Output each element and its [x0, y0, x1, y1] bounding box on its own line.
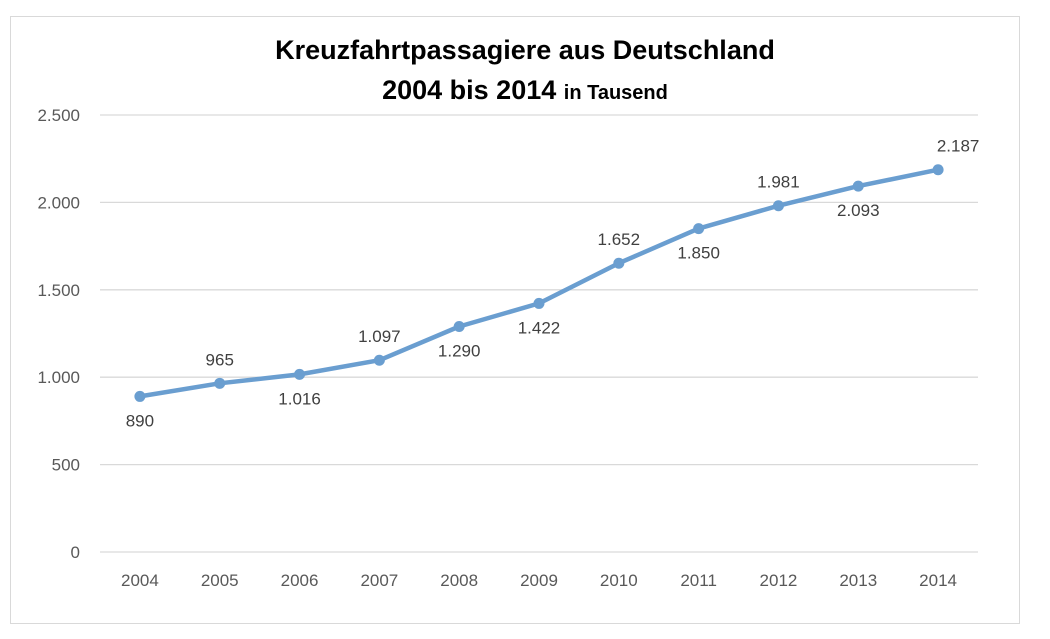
x-tick-label: 2011 — [680, 571, 717, 590]
y-tick-label: 1.000 — [37, 368, 80, 387]
data-label: 1.290 — [438, 342, 481, 361]
data-point — [693, 223, 705, 235]
data-point — [852, 180, 864, 192]
data-label: 1.016 — [278, 389, 321, 408]
chart-title: Kreuzfahrtpassagiere aus Deutschland 200… — [0, 30, 1050, 113]
data-point — [932, 164, 944, 176]
y-tick-label: 2.500 — [37, 106, 80, 125]
data-label: 890 — [126, 411, 154, 430]
data-label: 1.097 — [358, 327, 401, 346]
data-point — [772, 200, 784, 212]
data-label: 1.850 — [677, 244, 720, 263]
data-point — [453, 321, 465, 333]
y-tick-label: 500 — [52, 456, 80, 475]
data-label: 1.652 — [598, 230, 641, 249]
data-label: 965 — [206, 350, 234, 369]
data-point — [134, 390, 146, 402]
x-tick-label: 2006 — [281, 571, 319, 590]
data-label: 1.422 — [518, 318, 561, 337]
data-label: 2.093 — [837, 201, 880, 220]
x-tick-label: 2005 — [201, 571, 239, 590]
chart-frame — [10, 16, 1020, 624]
chart-title-line1: Kreuzfahrtpassagiere aus Deutschland — [275, 35, 775, 65]
data-point — [613, 257, 625, 269]
x-tick-label: 2007 — [360, 571, 398, 590]
x-tick-label: 2009 — [520, 571, 558, 590]
data-point — [294, 368, 306, 380]
y-tick-label: 2.000 — [37, 193, 80, 212]
data-label: 2.187 — [937, 137, 980, 156]
chart-title-line2: 2004 bis 2014 in Tausend — [0, 70, 1050, 113]
chart-title-unit: in Tausend — [563, 82, 668, 104]
x-tick-label: 2010 — [600, 571, 638, 590]
x-tick-label: 2008 — [440, 571, 478, 590]
x-tick-label: 2012 — [760, 571, 798, 590]
x-tick-label: 2013 — [839, 571, 877, 590]
data-point — [373, 354, 385, 366]
y-tick-label: 0 — [71, 543, 80, 562]
data-point — [533, 297, 545, 309]
data-point — [214, 377, 226, 389]
chart-title-years: 2004 bis 2014 — [382, 75, 557, 105]
x-tick-label: 2004 — [121, 571, 159, 590]
data-label: 1.981 — [757, 173, 800, 192]
series-line — [137, 167, 941, 399]
y-tick-label: 1.500 — [37, 281, 80, 300]
x-tick-label: 2014 — [919, 571, 957, 590]
